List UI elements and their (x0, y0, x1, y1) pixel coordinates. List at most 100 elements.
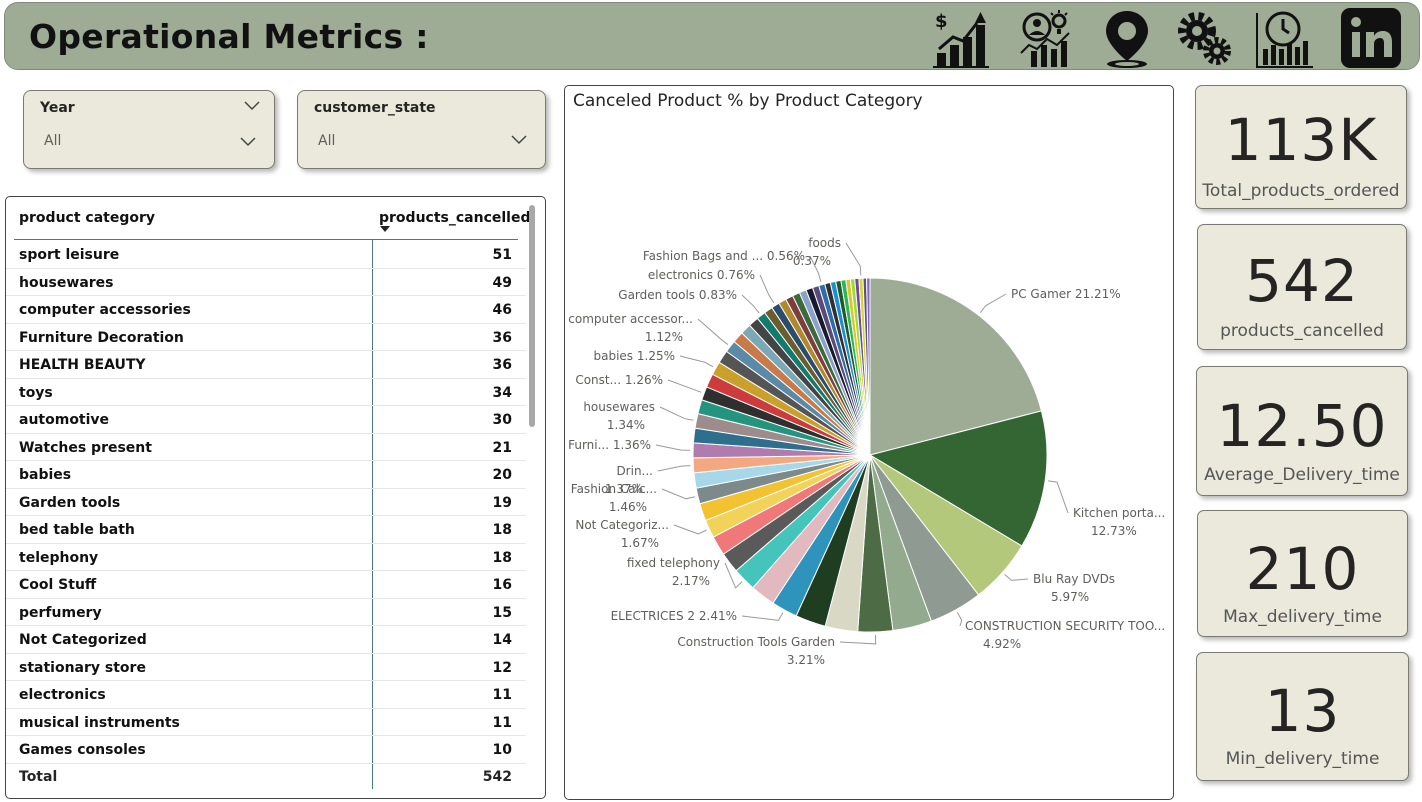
pie-data-label-line: ELECTRICES 2 2.41% (611, 609, 737, 623)
pie-data-label: Not Categoriz... 1.67% (575, 518, 669, 550)
table-row[interactable]: sport leisure 51 (6, 241, 526, 269)
page-title: Operational Metrics : (29, 17, 429, 56)
category-cell: bed table bath (19, 522, 135, 538)
table-row[interactable]: telephony 18 (6, 544, 526, 571)
table-body: sport leisure 51 housewares 49 computer acce… (6, 241, 526, 764)
dropdown-chevron-icon[interactable] (240, 137, 256, 147)
kpi-card-average-delivery-time: 12.50 Average_Delivery_time (1196, 366, 1408, 496)
table-row[interactable]: bed table bath 18 (6, 516, 526, 544)
pie-data-label-line: foods (808, 236, 841, 250)
header-divider (14, 239, 518, 240)
table-row[interactable]: electronics 11 (6, 681, 526, 709)
cancelled-count-cell: 18 (492, 549, 512, 566)
leader-line (741, 612, 784, 621)
cancelled-count-cell: 16 (492, 577, 512, 593)
pie-data-label: Furni... 1.36% (568, 438, 651, 452)
pie-data-label-line: housewares (583, 400, 655, 414)
table-row[interactable]: computer accessories 46 (6, 296, 526, 324)
table-row[interactable]: automotive 30 (6, 406, 526, 434)
category-cell: Games consoles (19, 742, 146, 758)
pie-slice[interactable] (866, 277, 871, 456)
table-row[interactable]: stationary store 12 (6, 654, 526, 681)
time-chart-icon[interactable] (1255, 9, 1315, 69)
kpi-value: 542 (1245, 247, 1359, 315)
category-cell: Furniture Decoration (19, 329, 184, 346)
kpi-card-products-cancelled: 542 products_cancelled (1197, 224, 1407, 350)
table-row[interactable]: housewares 49 (6, 269, 526, 296)
table-row[interactable]: perfumery 15 (6, 599, 526, 626)
scrollbar-thumb[interactable] (529, 205, 535, 427)
pie-data-label: electronics 0.76% (648, 268, 755, 282)
column-header-product-category[interactable]: product category (19, 210, 156, 226)
category-cell: babies (19, 467, 72, 483)
leader-line (845, 242, 862, 276)
column-divider (372, 239, 373, 789)
cancelled-count-cell: 49 (492, 274, 512, 291)
category-cell: automotive (19, 412, 110, 428)
kpi-label: Min_delivery_time (1225, 749, 1380, 769)
pie-slice[interactable] (869, 277, 1043, 456)
pie-data-label-line: babies 1.25% (594, 349, 676, 363)
category-cell: musical instruments (19, 714, 180, 731)
cancelled-count-cell: 20 (492, 467, 512, 483)
leader-line (759, 274, 775, 304)
pie-data-label-line: PC Gamer 21.21% (1011, 287, 1121, 301)
pie-data-label: foods 0.37% (793, 236, 841, 268)
leader-line (679, 355, 714, 368)
table-row[interactable]: Furniture Decoration 36 (6, 324, 526, 351)
table-row[interactable]: musical instruments 11 (6, 709, 526, 736)
category-cell: Not Categorized (19, 632, 147, 648)
column-header-products-cancelled[interactable]: products_cancelled (379, 210, 531, 226)
cancelled-count-cell: 51 (492, 247, 512, 263)
pie-slice[interactable] (868, 410, 1048, 547)
pie-data-label-line: 1.12% (645, 330, 683, 344)
pie-data-label: CONSTRUCTION SECURITY TOO... 4.92% (965, 619, 1165, 651)
leader-line (697, 318, 729, 345)
pie-data-label: computer accessor... 1.12% (568, 312, 693, 344)
pie-data-label: Drin... 1.37% (605, 464, 653, 496)
category-cell: telephony (19, 549, 99, 566)
pie-data-label-line: 1.46% (609, 500, 647, 514)
kpi-label: Average_Delivery_time (1204, 465, 1400, 485)
cancelled-count-cell: 10 (492, 742, 512, 758)
settings-gears-icon[interactable] (1175, 9, 1235, 69)
category-cell: sport leisure (19, 247, 120, 263)
table-row[interactable]: Cool Stuff 16 (6, 571, 526, 599)
pie-data-label: ELECTRICES 2 2.41% (611, 609, 737, 623)
category-cell: Cool Stuff (19, 577, 97, 593)
table-row[interactable]: toys 34 (6, 379, 526, 406)
customer-state-slicer-value[interactable]: All (318, 133, 336, 149)
table-row[interactable]: babies 20 (6, 461, 526, 489)
leader-line (956, 612, 963, 627)
customer-insights-icon[interactable] (1017, 9, 1077, 69)
pie-data-label-line: fixed telephony (627, 556, 720, 570)
category-cell: Watches present (19, 439, 152, 456)
pie-data-label: Kitchen porta... 12.73% (1073, 506, 1165, 538)
table-row[interactable]: Garden tools 19 (6, 489, 526, 516)
cancelled-count-cell: 36 (492, 357, 512, 373)
kpi-value: 12.50 (1216, 392, 1388, 460)
table-row[interactable]: HEALTH BEAUTY 36 (6, 351, 526, 379)
total-label: Total (19, 769, 58, 785)
table-row[interactable]: Watches present 21 (6, 434, 526, 461)
dropdown-chevron-icon[interactable] (511, 135, 527, 145)
chevron-down-icon[interactable] (244, 101, 260, 111)
table-row[interactable]: Not Categorized 14 (6, 626, 526, 654)
table-row[interactable]: Games consoles 10 (6, 736, 526, 764)
location-pin-icon[interactable] (1097, 9, 1157, 69)
pie-data-label-line: 1.67% (621, 536, 659, 550)
header-banner: Operational Metrics : $ (4, 2, 1420, 70)
pie-data-label-line: Fashion Bags and ... 0.56% (643, 249, 805, 263)
pie-data-label-line: Construction Tools Garden (677, 635, 835, 649)
revenue-growth-chart-icon[interactable]: $ (931, 9, 991, 69)
pie-data-label-line: 4.92% (983, 637, 1021, 651)
pie-chart[interactable]: PC Gamer 21.21% Kitchen porta... 12.73% Blu… (565, 86, 1173, 799)
customer-state-slicer[interactable]: customer_state All (297, 90, 546, 169)
year-slicer-value[interactable]: All (44, 133, 62, 149)
year-slicer[interactable]: Year All (23, 90, 275, 169)
category-cell: HEALTH BEAUTY (19, 357, 146, 373)
sort-descending-icon[interactable] (380, 226, 390, 232)
leader-line (741, 294, 760, 314)
cancelled-count-cell: 15 (492, 604, 512, 621)
linkedin-icon[interactable] (1339, 6, 1403, 70)
